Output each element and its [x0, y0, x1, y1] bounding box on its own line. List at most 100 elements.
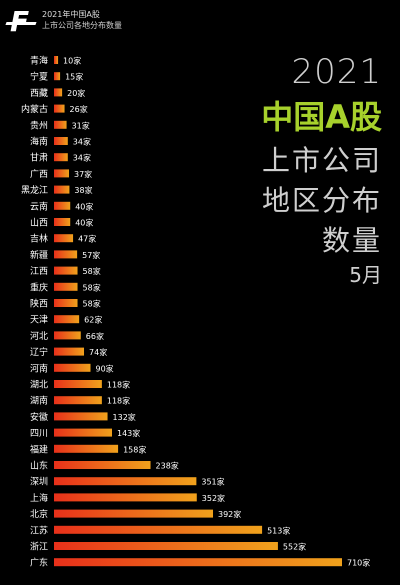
- bar: [54, 299, 78, 307]
- bar: [54, 315, 80, 324]
- category-label: 湖北: [30, 380, 48, 391]
- category-label: 贵州: [30, 119, 48, 131]
- value-label: 392家: [218, 509, 241, 519]
- caption-line-2: 上市公司各地分布数量: [42, 21, 122, 30]
- bar: [54, 412, 108, 421]
- category-label: 青海: [30, 55, 48, 67]
- value-label: 57家: [82, 250, 100, 260]
- bar: [54, 525, 263, 534]
- category-label: 浙江: [30, 541, 48, 553]
- bar: [54, 104, 65, 113]
- value-label: 58家: [83, 282, 101, 292]
- value-label: 40家: [75, 201, 93, 211]
- category-label: 重庆: [30, 281, 48, 293]
- bar: [54, 477, 197, 486]
- bar: [54, 72, 61, 81]
- value-label: 38家: [74, 185, 92, 195]
- bar: [54, 120, 67, 129]
- value-label: 58家: [83, 299, 101, 309]
- headline-line-c: 数量: [321, 224, 382, 257]
- category-label: 湖南: [30, 395, 48, 407]
- value-label: 34家: [73, 153, 91, 163]
- value-label: 47家: [78, 234, 96, 244]
- headline-line-a: 上市公司: [261, 144, 382, 177]
- bar: [54, 218, 71, 226]
- value-label: 552家: [283, 542, 306, 552]
- value-label: 37家: [74, 169, 92, 179]
- bar: [54, 169, 70, 178]
- bar: [54, 185, 70, 194]
- category-label: 广东: [30, 557, 48, 569]
- value-label: 15家: [65, 72, 83, 82]
- bar: [54, 250, 78, 259]
- bar: [54, 266, 78, 275]
- category-label: 宁夏: [30, 71, 48, 83]
- bar: [54, 331, 81, 340]
- value-label: 34家: [73, 137, 91, 147]
- bar: [54, 461, 151, 469]
- bar: [54, 444, 119, 453]
- category-label: 深圳: [30, 477, 48, 488]
- category-label: 北京: [30, 508, 48, 520]
- bar: [54, 137, 68, 145]
- bar: [54, 347, 85, 356]
- category-label: 四川: [30, 429, 48, 439]
- value-label: 40家: [75, 218, 93, 228]
- bar: [54, 153, 68, 162]
- bar: [54, 509, 214, 518]
- bar: [54, 363, 91, 372]
- bar: [54, 234, 74, 243]
- category-label: 内蒙古: [21, 103, 48, 115]
- value-label: 31家: [72, 120, 90, 130]
- category-label: 云南: [30, 200, 48, 212]
- category-label: 安徽: [30, 411, 48, 423]
- bar: [54, 88, 63, 97]
- value-label: 238家: [156, 461, 179, 471]
- category-label: 甘肃: [30, 152, 48, 164]
- value-label: 20家: [67, 88, 85, 98]
- value-label: 143家: [117, 428, 140, 438]
- value-label: 58家: [83, 266, 101, 276]
- headline-month: 5月: [349, 263, 382, 287]
- category-label: 上海: [30, 492, 48, 504]
- bar: [54, 493, 197, 502]
- category-label: 海南: [30, 136, 48, 148]
- value-label: 26家: [70, 104, 88, 114]
- category-label: 辽宁: [30, 346, 48, 358]
- category-label: 天津: [30, 315, 48, 326]
- category-label: 河南: [30, 362, 48, 374]
- headline-title: 中国A股: [261, 98, 382, 136]
- bar: [54, 282, 78, 291]
- value-label: 132家: [113, 412, 136, 422]
- value-label: 710家: [347, 558, 370, 568]
- bar: [54, 201, 71, 210]
- category-label: 江苏: [30, 524, 48, 536]
- value-label: 352家: [202, 493, 225, 503]
- value-label: 513家: [267, 525, 290, 535]
- value-label: 118家: [107, 396, 130, 406]
- headline-year: 2021: [291, 52, 382, 92]
- category-label: 山西: [30, 218, 48, 229]
- value-label: 118家: [107, 380, 130, 390]
- category-label: 河北: [30, 330, 48, 342]
- category-label: 新疆: [30, 249, 48, 261]
- category-label: 山东: [30, 460, 48, 472]
- value-label: 351家: [201, 477, 224, 487]
- value-label: 66家: [86, 331, 104, 341]
- category-label: 吉林: [30, 233, 48, 245]
- category-label: 广西: [30, 168, 48, 180]
- caption-line-1: 2021年中国A股: [42, 10, 100, 19]
- category-label: 福建: [30, 443, 48, 455]
- bar: [54, 396, 102, 405]
- headline-line-b: 地区分布: [261, 184, 382, 217]
- brand-caption: 2021年中国A股 上市公司各地分布数量: [42, 9, 122, 31]
- bar: [54, 558, 342, 567]
- bar: [54, 428, 113, 437]
- value-label: 158家: [123, 444, 146, 454]
- bar: [54, 56, 59, 64]
- value-label: 90家: [96, 363, 114, 373]
- category-label: 黑龙江: [21, 184, 48, 196]
- value-label: 74家: [89, 347, 107, 357]
- value-label: 10家: [63, 56, 81, 66]
